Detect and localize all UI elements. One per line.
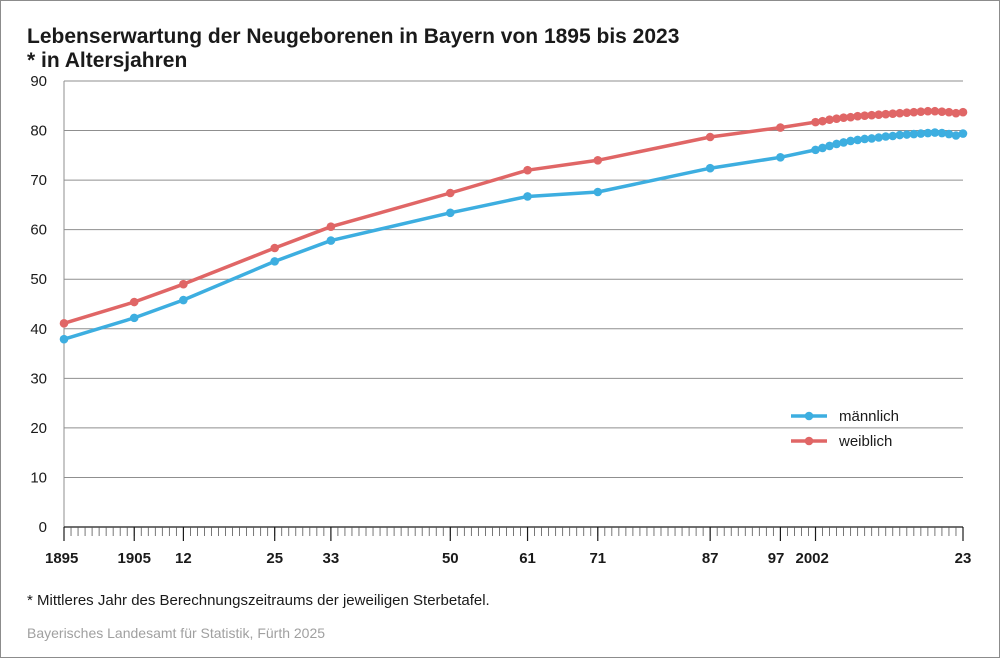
chart-title: Lebenserwartung der Neugeborenen in Baye… <box>27 25 680 48</box>
data-point-männlich <box>832 139 841 149</box>
x-tick-label: 97 <box>768 550 785 567</box>
y-tick-label: 50 <box>30 271 47 288</box>
x-tick-label: 50 <box>442 550 459 567</box>
y-tick-label: 30 <box>30 370 47 387</box>
data-point-weiblich <box>923 106 933 116</box>
data-point-weiblich <box>846 112 855 122</box>
y-tick-label: 0 <box>39 519 47 536</box>
x-tick-label: 2002 <box>796 550 829 567</box>
data-point-männlich <box>902 130 912 139</box>
data-point-männlich <box>270 257 280 266</box>
data-point-weiblich <box>832 114 841 123</box>
data-point-männlich <box>445 208 455 218</box>
y-tick-label: 90 <box>30 73 47 90</box>
data-point-männlich <box>811 145 820 155</box>
data-point-weiblich <box>874 110 884 119</box>
footnote: * Mittleres Jahr des Berechnungszeitraum… <box>27 592 490 609</box>
data-point-weiblich <box>326 222 336 231</box>
source-note: Bayerisches Landesamt für Statistik, Für… <box>27 625 326 641</box>
x-tick-label: 12 <box>175 550 192 567</box>
legend-label: weiblich <box>838 433 892 450</box>
y-tick-label: 70 <box>30 172 47 189</box>
data-point-weiblich <box>811 117 820 127</box>
x-tick-label: 1905 <box>118 550 151 567</box>
data-point-männlich <box>944 129 954 139</box>
data-point-weiblich <box>776 123 785 132</box>
data-point-männlich <box>937 128 947 138</box>
data-point-männlich <box>846 136 855 146</box>
data-point-weiblich <box>59 319 69 328</box>
data-point-männlich <box>951 131 961 140</box>
data-point-männlich <box>958 129 968 138</box>
data-point-männlich <box>776 153 785 162</box>
data-point-weiblich <box>895 108 905 118</box>
data-point-weiblich <box>909 107 919 117</box>
y-tick-label: 40 <box>30 321 47 338</box>
x-tick-label: 71 <box>589 550 606 567</box>
data-point-weiblich <box>937 107 947 117</box>
data-point-weiblich <box>853 111 862 121</box>
data-point-männlich <box>129 313 139 323</box>
data-point-männlich <box>860 134 869 144</box>
data-point-männlich <box>930 128 940 137</box>
data-point-weiblich <box>445 188 455 198</box>
data-point-weiblich <box>888 109 898 119</box>
y-tick-label: 10 <box>30 469 47 486</box>
data-point-weiblich <box>867 110 876 120</box>
data-point-männlich <box>593 187 603 197</box>
data-point-männlich <box>923 128 933 138</box>
y-tick-label: 20 <box>30 420 47 437</box>
data-point-männlich <box>867 134 876 143</box>
x-tick-label: 61 <box>519 550 536 567</box>
data-point-männlich <box>881 132 891 141</box>
legend-swatch-marker <box>804 411 814 421</box>
data-point-weiblich <box>270 243 280 253</box>
data-point-weiblich <box>881 109 891 119</box>
chart-subtitle: * in Altersjahren <box>27 49 188 72</box>
data-point-weiblich <box>705 132 715 142</box>
y-tick-label: 60 <box>30 222 47 239</box>
data-point-weiblich <box>818 116 827 126</box>
data-point-weiblich <box>958 107 968 117</box>
legend-swatch-marker <box>804 436 814 446</box>
x-tick-label: 33 <box>323 550 340 567</box>
data-point-männlich <box>874 133 884 142</box>
data-point-männlich <box>853 135 862 145</box>
data-point-männlich <box>916 129 926 138</box>
y-tick-label: 80 <box>30 123 47 140</box>
data-point-männlich <box>895 130 905 140</box>
x-tick-label: 1895 <box>45 550 78 567</box>
x-tick-label: 25 <box>266 550 283 567</box>
data-point-weiblich <box>902 108 912 118</box>
legend-label: männlich <box>839 408 899 425</box>
data-point-weiblich <box>593 155 603 165</box>
data-point-männlich <box>888 131 898 141</box>
data-point-weiblich <box>916 107 926 117</box>
data-point-weiblich <box>860 111 869 120</box>
data-point-männlich <box>179 295 188 305</box>
data-point-männlich <box>839 138 848 147</box>
data-point-männlich <box>59 334 69 344</box>
data-point-weiblich <box>839 113 848 122</box>
data-point-männlich <box>705 163 715 173</box>
data-point-männlich <box>326 236 336 245</box>
data-point-weiblich <box>944 107 954 117</box>
data-point-weiblich <box>129 297 139 307</box>
data-point-männlich <box>909 129 919 139</box>
data-point-weiblich <box>825 115 834 124</box>
data-point-männlich <box>818 143 827 153</box>
data-point-weiblich <box>179 279 188 289</box>
data-point-männlich <box>523 192 532 201</box>
series-line-männlich <box>63 130 964 341</box>
x-tick-label: 23 <box>955 550 972 567</box>
x-tick-label: 87 <box>702 550 719 567</box>
data-point-weiblich <box>951 108 961 118</box>
data-point-weiblich <box>523 165 532 175</box>
data-point-weiblich <box>930 106 940 116</box>
data-point-männlich <box>825 141 834 151</box>
